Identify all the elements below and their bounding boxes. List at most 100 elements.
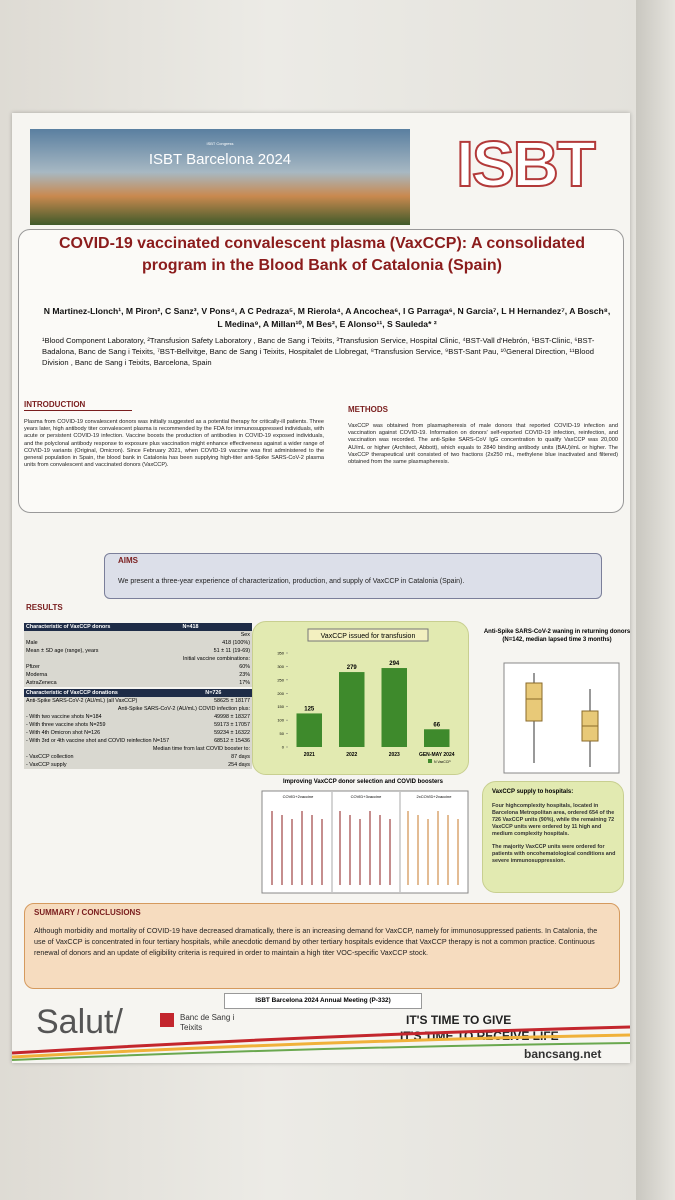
summary-heading: SUMMARY / CONCLUSIONS <box>34 908 141 917</box>
results-tables: Characteristic of VaxCCP donors N=418 Sex M… <box>24 623 252 771</box>
y-tick-label: 200 <box>277 691 284 696</box>
y-tick-label: 100 <box>277 718 284 723</box>
summary-box <box>24 903 620 989</box>
header-cell: N=726 <box>203 689 252 697</box>
row: Sex <box>24 631 252 639</box>
cell: 254 days <box>203 761 252 769</box>
y-tick-label: 0 <box>282 745 285 750</box>
wave <box>12 1042 630 1061</box>
cell: Pfizer <box>24 663 181 671</box>
cell: - VaxCCP supply <box>24 761 204 769</box>
waning-subtitle: (N=142, median lapsed time 3 months) <box>502 637 612 643</box>
supply-title: VaxCCP supply to hospitals: <box>492 789 574 795</box>
bar <box>339 672 365 747</box>
panel-label: COVID+3vaccine <box>351 794 383 799</box>
affiliations: ¹Blood Component Laboratory, ²Transfusio… <box>42 336 595 367</box>
slogan-1: IT'S TIME TO GIVE <box>406 1013 512 1027</box>
cell: 59173 ± 17057 <box>203 721 252 729</box>
row: - VaxCCP collection 87 days <box>24 753 252 761</box>
cell: 60% <box>180 663 252 671</box>
row: Male 418 (100%) <box>24 639 252 647</box>
banner-image: ISBT Congress ISBT Barcelona 2024 <box>30 129 410 225</box>
header-box <box>18 229 624 513</box>
waning-title: Anti-Spike SARS-CoV-2 waning in returnin… <box>482 628 632 644</box>
row: - With 4th Omicron shot N=126 59234 ± 163… <box>24 729 252 737</box>
supply-box <box>482 781 624 893</box>
cell: Sex <box>24 631 252 639</box>
aims-box <box>104 553 602 599</box>
row: Anti-Spike SARS-CoV-2 (AU/mL) COVID infe… <box>24 705 252 713</box>
cell: - With 4th Omicron shot N=126 <box>24 729 204 737</box>
boosters-title: Improving VaxCCP donor selection and COV… <box>283 779 443 785</box>
footer-waves <box>12 1025 630 1061</box>
bank-logo <box>160 1013 174 1027</box>
side-panel <box>636 0 675 1200</box>
bar <box>381 668 407 747</box>
x-tick-label: GEN-MAY 2024 <box>419 752 455 758</box>
table: Characteristic of VaxCCP donors N=418 Sex M… <box>24 623 252 687</box>
header-row: Characteristic of VaxCCP donations N=726 <box>24 689 252 697</box>
header-cell: N=418 <box>180 623 252 631</box>
legend-swatch <box>428 759 432 763</box>
box <box>525 682 543 722</box>
banner-title: ISBT Barcelona 2024 <box>148 151 292 168</box>
summary-text: Although morbidity and mortality of COVI… <box>34 926 598 957</box>
wave <box>12 1033 630 1059</box>
cell: 49998 ± 18327 <box>203 713 252 721</box>
row: - With 3rd or 4th vaccine shot and COVID… <box>24 737 252 745</box>
plot-frame <box>503 662 620 774</box>
bar <box>296 713 322 747</box>
bar-chart: VaxCCP issued for transfusion 0 50 100 150 20… <box>277 628 455 764</box>
value-label: 294 <box>389 661 400 667</box>
salut: Salut/ <box>36 1003 123 1041</box>
panel-label: 2xCOVID+2vaccine <box>416 794 452 799</box>
cell: - With three vaccine shots N=259 <box>24 721 204 729</box>
cell: Anti-Spike SARS-CoV-2 (AU/mL) (all VaxCC… <box>24 697 204 705</box>
poster: ISBT Congress ISBT Barcelona 2024 ISBT C… <box>12 113 630 1063</box>
row: AstraZeneca 17% <box>24 679 252 687</box>
waning-plot <box>503 662 620 774</box>
row: - With two vaccine shots N=184 49998 ± 18… <box>24 713 252 721</box>
x-tick-label: 2021 <box>304 752 315 758</box>
cell: 87 days <box>203 753 252 761</box>
value-label: 279 <box>347 665 358 671</box>
cell: Moderna <box>24 671 181 679</box>
chart-title: VaxCCP issued for transfusion <box>321 633 416 640</box>
row: Median time from last COVID booster to: <box>24 745 252 753</box>
cell: - With two vaccine shots N=184 <box>24 713 204 721</box>
cell: 17% <box>180 679 252 687</box>
legend-label: N VaxCCP <box>434 760 451 764</box>
cell: - With 3rd or 4th vaccine shot and COVID… <box>24 737 204 745</box>
supply-item: The majority VaxCCP units were ordered f… <box>492 844 616 864</box>
y-tick-label: 300 <box>277 664 284 669</box>
intro-text: Plasma from COVID-19 convalescent donors… <box>24 419 324 469</box>
y-tick-label: 250 <box>277 677 284 682</box>
intro-heading: INTRODUCTION <box>24 400 86 409</box>
meeting: ISBT Barcelona 2024 Annual Meeting (P-33… <box>224 993 422 1009</box>
cell: 23% <box>180 671 252 679</box>
row: Moderna 23% <box>24 671 252 679</box>
x-tick-label: 2022 <box>346 752 357 758</box>
bank-name: Banc de Sang i Teixits <box>180 1013 235 1032</box>
y-tick-label: 350 <box>277 651 284 656</box>
wave <box>12 1025 630 1055</box>
row: - With three vaccine shots N=259 59173 ± … <box>24 721 252 729</box>
cell: 418 (100%) <box>180 639 252 647</box>
y-tick-label: 150 <box>277 704 284 709</box>
plot-frame <box>261 790 469 894</box>
header-row: Characteristic of VaxCCP donors N=418 <box>24 623 252 631</box>
header-cell: Characteristic of VaxCCP donations <box>24 689 204 697</box>
methods-text: VaxCCP was obtained from plasmapheresis … <box>348 423 618 466</box>
row: Mean ± SD age (range), years 51 ± 11 (19-… <box>24 647 252 655</box>
banner-congress: ISBT Congress <box>206 141 234 146</box>
x-tick-label: 2023 <box>389 752 400 758</box>
waning-title-text: Anti-Spike SARS-CoV-2 waning in returnin… <box>483 629 631 635</box>
row: Anti-Spike SARS-CoV-2 (AU/mL) (all VaxCC… <box>24 697 252 705</box>
cell: Mean ± SD age (range), years <box>24 647 181 655</box>
aims-heading: AIMS <box>118 556 138 565</box>
cell: 59234 ± 16322 <box>203 729 252 737</box>
value-label: 66 <box>433 722 440 728</box>
rule <box>24 410 132 411</box>
url: bancsang.net <box>524 1047 602 1061</box>
